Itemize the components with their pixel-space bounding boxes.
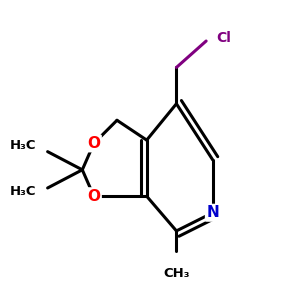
Text: H₃C: H₃C <box>10 139 36 152</box>
Text: CH₃: CH₃ <box>163 267 190 280</box>
Text: H₃C: H₃C <box>10 185 36 198</box>
Text: O: O <box>87 189 101 204</box>
Text: Cl: Cl <box>216 32 231 45</box>
Text: O: O <box>87 136 101 151</box>
Text: N: N <box>206 205 219 220</box>
